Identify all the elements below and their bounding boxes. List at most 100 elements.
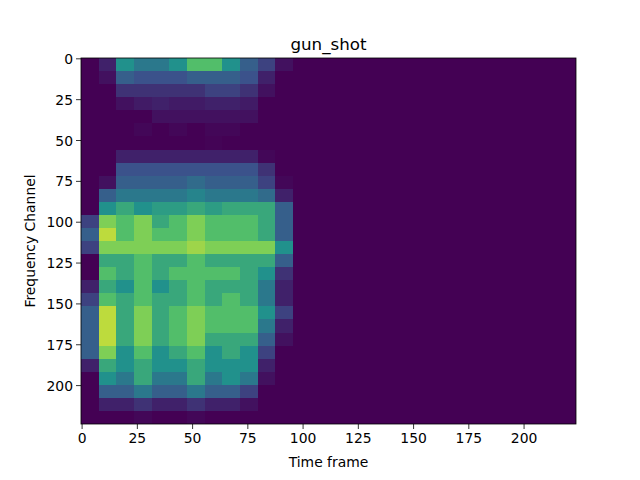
cell bbox=[152, 58, 170, 71]
cell bbox=[452, 293, 470, 306]
cell bbox=[293, 228, 311, 241]
cell bbox=[134, 215, 152, 228]
cell bbox=[81, 293, 99, 306]
cell bbox=[222, 398, 240, 411]
cell bbox=[417, 398, 435, 411]
cell bbox=[81, 411, 99, 424]
cell bbox=[134, 346, 152, 359]
cell bbox=[293, 254, 311, 267]
cell bbox=[311, 176, 329, 189]
cell bbox=[205, 71, 223, 84]
cell bbox=[134, 71, 152, 84]
cell bbox=[134, 163, 152, 176]
cell bbox=[505, 319, 523, 332]
cell bbox=[488, 136, 506, 149]
cell bbox=[488, 306, 506, 319]
cell bbox=[470, 346, 488, 359]
cell bbox=[488, 110, 506, 123]
cell bbox=[488, 333, 506, 346]
cell bbox=[558, 97, 576, 110]
cell bbox=[470, 333, 488, 346]
cell bbox=[293, 163, 311, 176]
cell bbox=[116, 411, 134, 424]
cell bbox=[99, 123, 117, 136]
cell bbox=[222, 150, 240, 163]
cell bbox=[222, 306, 240, 319]
cell bbox=[541, 254, 559, 267]
cell bbox=[258, 385, 276, 398]
cell bbox=[364, 58, 382, 71]
cell bbox=[205, 176, 223, 189]
cell bbox=[505, 136, 523, 149]
cell bbox=[364, 97, 382, 110]
cell bbox=[187, 293, 205, 306]
cell bbox=[240, 202, 258, 215]
cell bbox=[293, 346, 311, 359]
cell bbox=[275, 150, 293, 163]
cell bbox=[152, 123, 170, 136]
cell bbox=[505, 163, 523, 176]
cell bbox=[346, 189, 364, 202]
cell bbox=[435, 293, 453, 306]
cell bbox=[346, 293, 364, 306]
cell bbox=[541, 71, 559, 84]
cell bbox=[558, 359, 576, 372]
cell bbox=[205, 346, 223, 359]
cell bbox=[152, 372, 170, 385]
cell bbox=[152, 319, 170, 332]
cell bbox=[470, 411, 488, 424]
cell bbox=[134, 398, 152, 411]
cell bbox=[329, 398, 347, 411]
y-tick-label: 150 bbox=[46, 296, 73, 312]
cell bbox=[558, 150, 576, 163]
cell bbox=[205, 150, 223, 163]
cell bbox=[452, 71, 470, 84]
cell bbox=[399, 58, 417, 71]
cell bbox=[240, 163, 258, 176]
cell bbox=[169, 136, 187, 149]
cell bbox=[311, 359, 329, 372]
cell bbox=[329, 241, 347, 254]
cell bbox=[364, 398, 382, 411]
cell bbox=[240, 110, 258, 123]
cell bbox=[452, 241, 470, 254]
cell bbox=[541, 411, 559, 424]
cell bbox=[558, 293, 576, 306]
cell bbox=[399, 176, 417, 189]
cell bbox=[364, 267, 382, 280]
cell bbox=[258, 346, 276, 359]
cell bbox=[523, 136, 541, 149]
cell bbox=[435, 176, 453, 189]
cell bbox=[382, 385, 400, 398]
cell bbox=[417, 411, 435, 424]
cell bbox=[275, 202, 293, 215]
cell bbox=[399, 97, 417, 110]
cell bbox=[382, 189, 400, 202]
y-tick-label: 200 bbox=[46, 378, 73, 394]
cell bbox=[541, 123, 559, 136]
cell bbox=[435, 150, 453, 163]
cell bbox=[152, 306, 170, 319]
cell bbox=[329, 58, 347, 71]
cell bbox=[99, 333, 117, 346]
cell bbox=[382, 110, 400, 123]
background bbox=[0, 0, 640, 480]
cell bbox=[329, 359, 347, 372]
cell bbox=[505, 267, 523, 280]
cell bbox=[311, 84, 329, 97]
cell bbox=[222, 333, 240, 346]
cell bbox=[399, 293, 417, 306]
cell bbox=[435, 71, 453, 84]
cell bbox=[399, 123, 417, 136]
cell bbox=[470, 189, 488, 202]
cell bbox=[311, 306, 329, 319]
cell bbox=[169, 372, 187, 385]
cell bbox=[382, 333, 400, 346]
cell bbox=[488, 346, 506, 359]
cell bbox=[329, 228, 347, 241]
cell bbox=[505, 359, 523, 372]
cell bbox=[275, 267, 293, 280]
cell bbox=[346, 267, 364, 280]
cell bbox=[81, 163, 99, 176]
cell bbox=[382, 176, 400, 189]
